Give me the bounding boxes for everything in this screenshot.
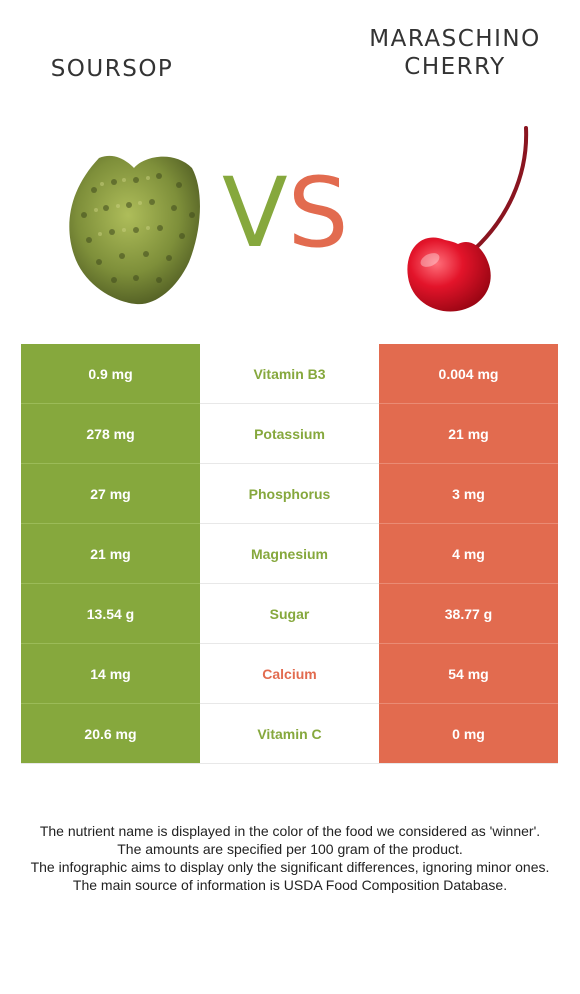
- soursop-value: 278 mg: [21, 403, 200, 464]
- cherry-value: 54 mg: [379, 643, 558, 704]
- vs-letter-v: V: [222, 157, 288, 269]
- table-row: 13.54 g Sugar 38.77 g: [21, 583, 558, 644]
- cherry-value: 0 mg: [379, 703, 558, 764]
- nutrient-name: Vitamin C: [200, 703, 379, 764]
- table-row: 21 mg Magnesium 4 mg: [21, 523, 558, 584]
- soursop-value: 0.9 mg: [21, 344, 200, 404]
- cherry-fruit-icon: [407, 126, 529, 312]
- soursop-value: 27 mg: [21, 463, 200, 524]
- versus-label: VS: [222, 163, 357, 263]
- cherry-value: 38.77 g: [379, 583, 558, 644]
- footnote-line: The main source of information is USDA F…: [72, 877, 508, 893]
- cherry-value: 0.004 mg: [379, 344, 558, 404]
- table-row: 14 mg Calcium 54 mg: [21, 643, 558, 704]
- cherry-value: 21 mg: [379, 403, 558, 464]
- footnote-line: The nutrient name is displayed in the co…: [39, 823, 541, 839]
- soursop-value: 13.54 g: [21, 583, 200, 644]
- footnote-line: The amounts are specified per 100 gram o…: [117, 841, 463, 857]
- footnotes: The nutrient name is displayed in the co…: [20, 822, 560, 894]
- table-row: 278 mg Potassium 21 mg: [21, 403, 558, 464]
- nutrient-name: Phosphorus: [200, 463, 379, 524]
- soursop-fruit-icon: [69, 155, 200, 305]
- nutrient-name: Sugar: [200, 583, 379, 644]
- nutrient-name: Calcium: [200, 643, 379, 704]
- cherry-value: 3 mg: [379, 463, 558, 524]
- nutrient-comparison-table: 0.9 mg Vitamin B3 0.004 mg 278 mg Potassium 2…: [21, 344, 558, 764]
- right-food-title: MARASCHINO CHERRY: [369, 26, 541, 80]
- footnote-line: The infographic aims to display only the…: [30, 859, 550, 875]
- left-food-title: SOURSOP: [50, 56, 174, 82]
- table-row: 0.9 mg Vitamin B3 0.004 mg: [21, 344, 558, 404]
- cherry-value: 4 mg: [379, 523, 558, 584]
- nutrient-name: Magnesium: [200, 523, 379, 584]
- soursop-value: 14 mg: [21, 643, 200, 704]
- soursop-value: 21 mg: [21, 523, 200, 584]
- soursop-value: 20.6 mg: [21, 703, 200, 764]
- nutrient-name: Potassium: [200, 403, 379, 464]
- vs-letter-s: S: [287, 157, 349, 269]
- nutrient-name: Vitamin B3: [200, 344, 379, 404]
- table-row: 27 mg Phosphorus 3 mg: [21, 463, 558, 524]
